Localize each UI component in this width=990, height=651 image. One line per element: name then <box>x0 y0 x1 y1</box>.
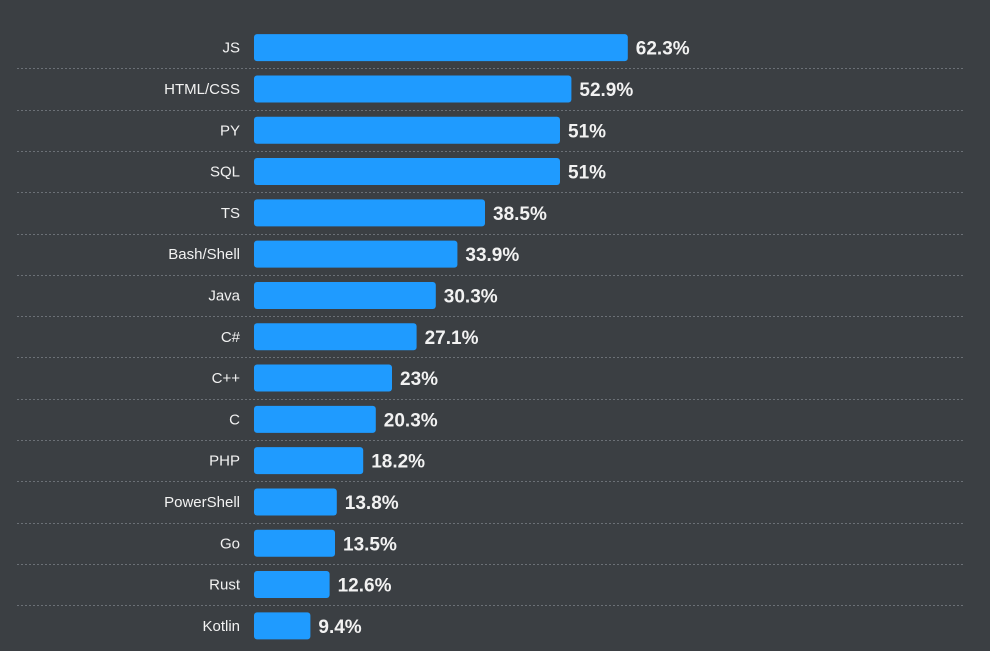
category-label: HTML/CSS <box>164 81 240 98</box>
bar <box>254 116 560 144</box>
value-label: 51% <box>568 121 606 142</box>
value-label: 23% <box>400 369 438 390</box>
bar <box>254 447 364 475</box>
value-label: 18.2% <box>371 452 425 473</box>
value-label: 13.8% <box>345 493 399 514</box>
category-label: JS <box>222 40 240 57</box>
value-label: 27.1% <box>425 328 479 349</box>
category-label: C <box>229 411 240 428</box>
value-label: 38.5% <box>493 204 547 225</box>
bar <box>254 405 376 433</box>
category-label: C++ <box>212 370 241 387</box>
bar <box>254 199 485 227</box>
category-label: Java <box>208 287 240 304</box>
bar <box>254 158 560 186</box>
bar <box>254 364 392 392</box>
bar <box>254 529 335 557</box>
bar <box>254 75 572 103</box>
bar <box>254 488 337 516</box>
category-label: Go <box>220 535 240 552</box>
bar <box>254 323 417 351</box>
value-label: 62.3% <box>636 39 690 60</box>
category-label: SQL <box>210 164 240 181</box>
value-label: 12.6% <box>338 576 392 597</box>
value-label: 52.9% <box>579 80 633 101</box>
value-label: 30.3% <box>444 286 498 307</box>
category-label: Rust <box>209 577 241 594</box>
bar <box>254 281 436 309</box>
category-label: PHP <box>209 453 240 470</box>
category-label: PowerShell <box>164 494 240 511</box>
category-label: Kotlin <box>202 618 240 635</box>
bar <box>254 240 458 268</box>
category-label: PY <box>220 122 240 139</box>
category-label: C# <box>221 329 241 346</box>
value-label: 9.4% <box>318 617 361 638</box>
category-label: TS <box>221 205 240 222</box>
bar <box>254 612 311 640</box>
value-label: 13.5% <box>343 534 397 555</box>
value-label: 51% <box>568 163 606 184</box>
bar <box>254 34 628 62</box>
value-label: 33.9% <box>465 245 519 266</box>
category-label: Bash/Shell <box>168 246 240 263</box>
value-label: 20.3% <box>384 410 438 431</box>
bar <box>254 571 330 599</box>
